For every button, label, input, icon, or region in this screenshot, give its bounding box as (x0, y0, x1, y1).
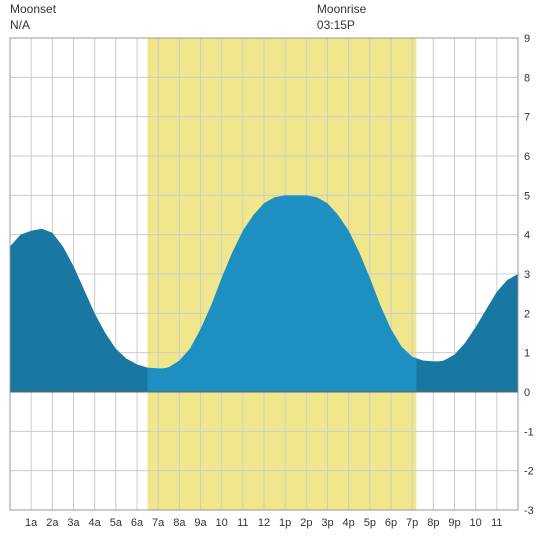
svg-text:4p: 4p (343, 517, 355, 529)
svg-text:-3: -3 (524, 505, 534, 517)
svg-text:6p: 6p (385, 517, 397, 529)
svg-text:7a: 7a (152, 517, 165, 529)
svg-text:3: 3 (524, 269, 530, 281)
svg-text:5: 5 (524, 190, 530, 202)
svg-text:-2: -2 (524, 466, 534, 478)
svg-text:5a: 5a (110, 517, 123, 529)
svg-text:6: 6 (524, 151, 530, 163)
svg-text:5p: 5p (364, 517, 376, 529)
moonset-block: Moonset N/A (10, 2, 56, 33)
svg-text:1: 1 (524, 348, 530, 360)
svg-text:1a: 1a (25, 517, 38, 529)
moonrise-block: Moonrise 03:15P (317, 2, 366, 33)
moonset-label: Moonset (10, 2, 56, 18)
svg-text:8a: 8a (173, 517, 186, 529)
moonrise-value: 03:15P (317, 18, 366, 34)
svg-text:10: 10 (470, 517, 482, 529)
tide-chart-container: Moonset N/A Moonrise 03:15P -3-2-1012345… (0, 0, 550, 550)
svg-text:7p: 7p (406, 517, 418, 529)
svg-text:8p: 8p (427, 517, 439, 529)
svg-text:6a: 6a (131, 517, 144, 529)
svg-text:2p: 2p (300, 517, 312, 529)
svg-text:4a: 4a (89, 517, 102, 529)
svg-text:12: 12 (258, 517, 270, 529)
svg-text:3p: 3p (321, 517, 333, 529)
svg-text:-1: -1 (524, 426, 534, 438)
svg-text:3a: 3a (67, 517, 80, 529)
svg-text:2a: 2a (46, 517, 59, 529)
svg-text:2: 2 (524, 308, 530, 320)
tide-chart: -3-2-101234567891a2a3a4a5a6a7a8a9a101112… (0, 0, 550, 550)
svg-text:9p: 9p (448, 517, 460, 529)
svg-text:9: 9 (524, 33, 530, 45)
moonrise-label: Moonrise (317, 2, 366, 18)
svg-text:1p: 1p (279, 517, 291, 529)
moonset-value: N/A (10, 18, 56, 34)
svg-text:7: 7 (524, 112, 530, 124)
svg-text:11: 11 (491, 517, 502, 529)
svg-text:4: 4 (524, 230, 530, 242)
svg-text:0: 0 (524, 387, 530, 399)
svg-text:11: 11 (237, 517, 248, 529)
svg-text:9a: 9a (194, 517, 207, 529)
svg-text:8: 8 (524, 72, 530, 84)
svg-text:10: 10 (216, 517, 228, 529)
